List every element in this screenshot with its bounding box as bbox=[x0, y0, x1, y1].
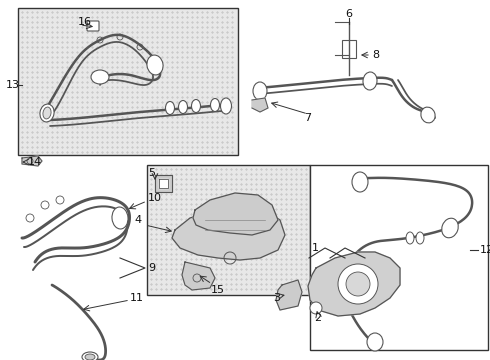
Polygon shape bbox=[172, 208, 285, 260]
Ellipse shape bbox=[406, 232, 414, 244]
FancyBboxPatch shape bbox=[87, 21, 99, 31]
Polygon shape bbox=[182, 262, 215, 290]
Text: 3: 3 bbox=[273, 293, 280, 303]
Circle shape bbox=[346, 272, 370, 296]
Text: 14: 14 bbox=[28, 157, 42, 167]
Text: 8: 8 bbox=[372, 50, 379, 60]
Bar bbox=[310, 165, 488, 350]
Bar bbox=[18, 8, 238, 155]
Ellipse shape bbox=[421, 107, 435, 123]
Ellipse shape bbox=[85, 354, 95, 360]
Text: 15: 15 bbox=[211, 285, 225, 295]
Ellipse shape bbox=[40, 104, 54, 122]
Text: 7: 7 bbox=[304, 113, 312, 123]
Bar bbox=[342, 40, 356, 58]
Text: 16: 16 bbox=[78, 17, 92, 27]
Ellipse shape bbox=[220, 98, 231, 114]
Ellipse shape bbox=[367, 333, 383, 351]
Text: 10: 10 bbox=[148, 193, 162, 203]
Text: 1: 1 bbox=[312, 243, 318, 253]
Ellipse shape bbox=[82, 352, 98, 360]
Polygon shape bbox=[22, 156, 42, 166]
Text: 9: 9 bbox=[148, 263, 155, 273]
Text: 12: 12 bbox=[480, 245, 490, 255]
Ellipse shape bbox=[147, 55, 163, 75]
Polygon shape bbox=[276, 280, 302, 310]
Ellipse shape bbox=[253, 82, 267, 100]
Text: 13: 13 bbox=[6, 80, 20, 90]
Polygon shape bbox=[155, 175, 172, 192]
Ellipse shape bbox=[352, 172, 368, 192]
Text: 6: 6 bbox=[345, 9, 352, 19]
Ellipse shape bbox=[91, 70, 109, 84]
Polygon shape bbox=[193, 193, 278, 235]
Ellipse shape bbox=[112, 207, 128, 229]
Ellipse shape bbox=[363, 72, 377, 90]
Text: 4: 4 bbox=[135, 215, 142, 225]
Ellipse shape bbox=[166, 102, 174, 114]
Ellipse shape bbox=[442, 218, 458, 238]
Text: 11: 11 bbox=[130, 293, 144, 303]
Bar bbox=[147, 165, 310, 295]
Ellipse shape bbox=[211, 99, 220, 112]
Polygon shape bbox=[252, 98, 268, 112]
Text: 5: 5 bbox=[148, 168, 155, 178]
Ellipse shape bbox=[43, 107, 51, 119]
Circle shape bbox=[310, 302, 322, 314]
Text: 2: 2 bbox=[315, 313, 321, 323]
Polygon shape bbox=[159, 179, 168, 188]
Circle shape bbox=[338, 264, 378, 304]
Polygon shape bbox=[308, 252, 400, 316]
Ellipse shape bbox=[416, 232, 424, 244]
Ellipse shape bbox=[192, 99, 200, 112]
Ellipse shape bbox=[178, 100, 188, 113]
